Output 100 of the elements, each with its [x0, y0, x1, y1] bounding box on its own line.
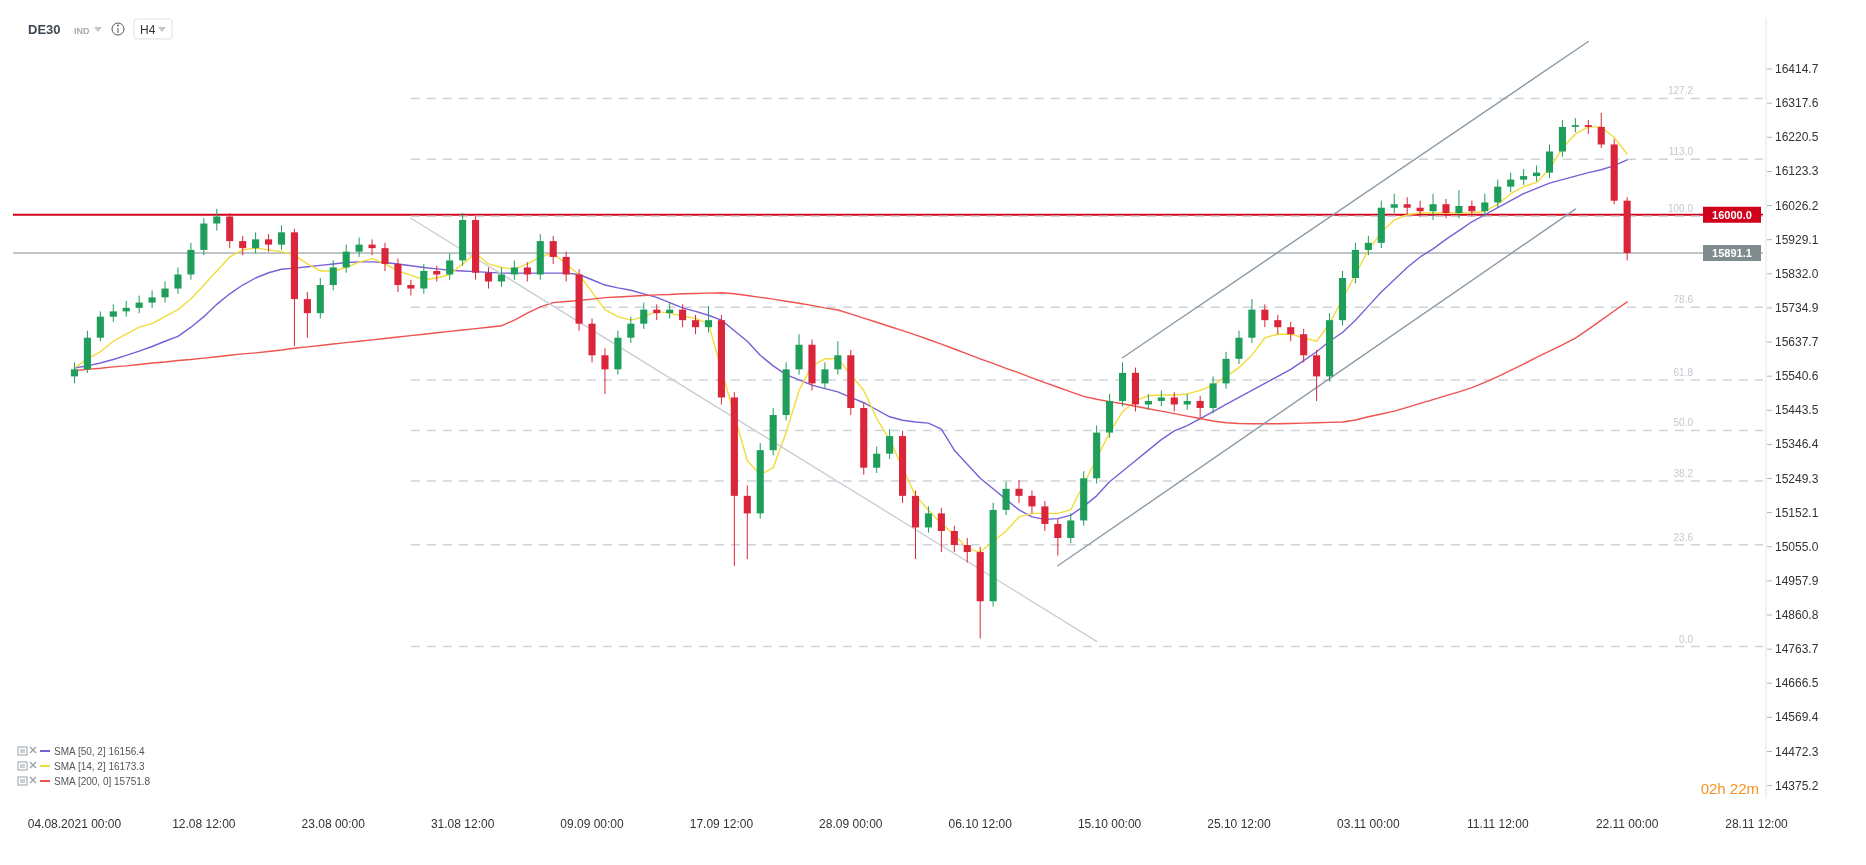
y-tick-label: 15443.5: [1775, 403, 1819, 418]
candlestick: [1287, 321, 1295, 342]
candlestick: [161, 281, 169, 304]
candlestick: [1300, 328, 1308, 363]
annotation: 38.2: [1673, 468, 1694, 480]
candlestick: [549, 235, 557, 265]
annotation: 50.0: [1673, 417, 1694, 429]
candlestick: [213, 208, 221, 232]
candlestick: [1067, 512, 1075, 544]
annotation: IND: [74, 26, 90, 36]
candlestick: [1170, 391, 1178, 413]
candlestick: [821, 361, 829, 390]
annotation: H4: [140, 23, 156, 37]
x-tick-label: 06.10 12:00: [948, 817, 1013, 831]
candlestick: [691, 314, 700, 335]
y-tick-label: 15832.0: [1775, 266, 1819, 281]
candlestick: [1313, 349, 1321, 402]
y-tick-label: 14375.2: [1775, 778, 1819, 793]
legend-label: SMA [200, 0] 15751.8: [54, 776, 151, 787]
candlestick: [627, 316, 635, 344]
y-tick-label: 15929.1: [1775, 232, 1819, 247]
candlestick: [1196, 395, 1204, 420]
y-tick-label: 16317.6: [1775, 96, 1819, 111]
y-tick-label: 15055.0: [1775, 539, 1819, 554]
candlestick: [1002, 481, 1010, 516]
x-tick-label: 22.11 00:00: [1595, 817, 1659, 831]
candlestick: [420, 263, 428, 295]
candlestick: [510, 259, 518, 281]
candlestick: [484, 266, 493, 290]
x-tick-label: 03.11 00:00: [1337, 817, 1400, 831]
candlestick: [1455, 189, 1463, 219]
candlestick: [1390, 193, 1398, 214]
candlestick: [1015, 479, 1023, 504]
annotation: 127.2: [1667, 85, 1694, 97]
y-tick-label: 14763.7: [1775, 642, 1819, 657]
x-tick-label: 12.08 12:00: [172, 817, 236, 831]
y-tick-label: 16026.2: [1775, 198, 1819, 213]
candlestick: [1261, 303, 1269, 328]
candlestick: [704, 305, 713, 333]
candlestick: [1442, 198, 1450, 219]
candlestick: [174, 266, 182, 295]
candlestick: [743, 484, 751, 560]
candlestick: [497, 266, 506, 288]
candlestick: [1028, 490, 1036, 514]
candlestick: [924, 505, 932, 534]
candlestick: [1507, 172, 1515, 193]
annotation: 113.0: [1668, 146, 1694, 158]
y-tick-label: 15346.4: [1775, 437, 1819, 452]
candlestick: [640, 302, 648, 330]
candlestick: [303, 291, 311, 339]
legend-label: SMA [14, 2] 16173.3: [54, 761, 146, 772]
y-tick-label: 15734.9: [1775, 300, 1819, 315]
candlestick: [1235, 330, 1243, 365]
y-tick-label: 14569.4: [1775, 710, 1819, 725]
y-tick-label: 15152.1: [1775, 505, 1819, 520]
candlestick: [834, 340, 842, 376]
y-tick-label: 15637.7: [1775, 335, 1819, 350]
x-tick-label: 25.10 12:00: [1207, 817, 1271, 831]
annotation: 23.6: [1673, 531, 1694, 543]
candlestick: [963, 537, 971, 564]
x-tick-label: 17.09 12:00: [689, 817, 754, 831]
annotation: 78.6: [1673, 294, 1694, 306]
candlestick: [1481, 193, 1489, 218]
candlestick: [252, 231, 260, 254]
candlestick: [96, 310, 104, 342]
candlestick: [1274, 314, 1282, 335]
x-tick-label: 28.09 00:00: [819, 817, 883, 831]
y-tick-label: 16123.3: [1775, 164, 1819, 179]
candlestick: [562, 251, 570, 283]
candlestick: [523, 261, 531, 283]
annotation: 61.8: [1673, 366, 1694, 378]
ref-line-label: 15891.1: [1712, 247, 1752, 260]
x-tick-label: 09.09 00:00: [560, 817, 625, 831]
candlestick: [937, 507, 945, 553]
candlestick: [679, 303, 687, 328]
candlestick: [601, 347, 609, 395]
candlestick: [950, 525, 958, 553]
candlestick: [381, 242, 389, 272]
y-tick-label: 15249.3: [1775, 471, 1819, 486]
x-tick-label: 28.11 12:00: [1725, 817, 1789, 831]
candlestick: [70, 361, 79, 384]
chart-title: DE30: [28, 22, 61, 37]
x-tick-label: 31.08 12:00: [430, 817, 495, 831]
candlestick: [446, 252, 454, 281]
candlestick: [277, 224, 286, 251]
candlestick: [1429, 193, 1437, 221]
y-tick-label: 14472.3: [1775, 744, 1819, 759]
candlestick: [873, 446, 881, 474]
candlestick: [394, 258, 402, 293]
y-tick-label: 16414.7: [1775, 62, 1819, 77]
x-tick-label: 04.08.2021 00:00: [27, 817, 122, 831]
y-tick-label: 14957.9: [1775, 573, 1819, 588]
y-tick-label: 14860.8: [1775, 608, 1819, 623]
candlestick: [342, 244, 350, 274]
y-tick-label: 15540.6: [1775, 369, 1819, 384]
ref-line-label: 16000.0: [1712, 208, 1752, 221]
candlestick: [1494, 179, 1502, 209]
legend-label: SMA [50, 2] 16156.4: [54, 746, 146, 757]
candlestick: [1468, 200, 1476, 218]
candlestick: [148, 289, 156, 309]
